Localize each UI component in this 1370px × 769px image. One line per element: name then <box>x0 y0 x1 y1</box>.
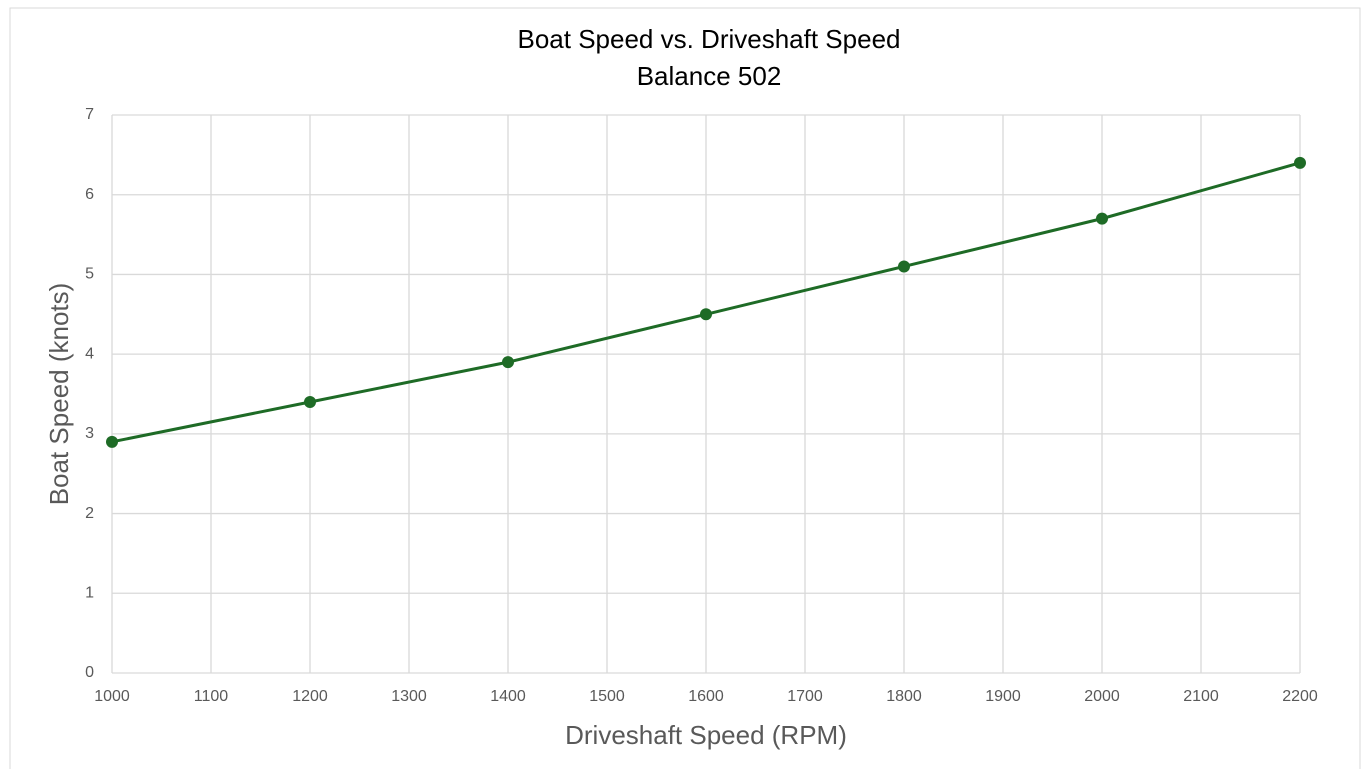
data-point <box>106 435 118 448</box>
data-point <box>1096 212 1108 225</box>
x-tick-label: 1000 <box>94 688 130 705</box>
y-tick-label: 1 <box>85 585 94 602</box>
y-tick-label: 6 <box>85 186 94 203</box>
y-tick-label: 7 <box>85 106 94 123</box>
x-tick-label: 2200 <box>1282 688 1318 705</box>
x-tick-label: 1900 <box>985 688 1021 705</box>
data-point <box>1294 156 1306 169</box>
chart-subtitle: Balance 502 <box>637 61 782 91</box>
y-tick-label: 3 <box>85 425 94 442</box>
y-axis-title: Boat Speed (knots) <box>44 283 74 506</box>
data-point <box>898 260 910 273</box>
y-tick-label: 4 <box>85 345 94 362</box>
x-tick-label: 1200 <box>292 688 328 705</box>
data-point <box>502 356 514 369</box>
x-tick-label: 1300 <box>391 688 427 705</box>
x-tick-label: 1800 <box>886 688 922 705</box>
x-axis-title: Driveshaft Speed (RPM) <box>565 720 847 750</box>
x-tick-label: 1600 <box>688 688 724 705</box>
x-tick-label: 1100 <box>194 688 229 705</box>
x-tick-label: 2100 <box>1183 688 1219 705</box>
x-tick-label: 1500 <box>589 688 625 705</box>
x-tick-label: 1400 <box>490 688 526 705</box>
y-tick-label: 2 <box>85 505 94 522</box>
y-tick-label: 0 <box>85 664 94 681</box>
x-tick-label: 1700 <box>787 688 823 705</box>
y-tick-label: 5 <box>85 266 94 283</box>
x-tick-label: 2000 <box>1084 688 1120 705</box>
chart-title: Boat Speed vs. Driveshaft Speed <box>517 24 900 54</box>
chart-frame <box>9 7 1361 769</box>
data-point <box>304 395 316 408</box>
data-point <box>700 308 712 321</box>
